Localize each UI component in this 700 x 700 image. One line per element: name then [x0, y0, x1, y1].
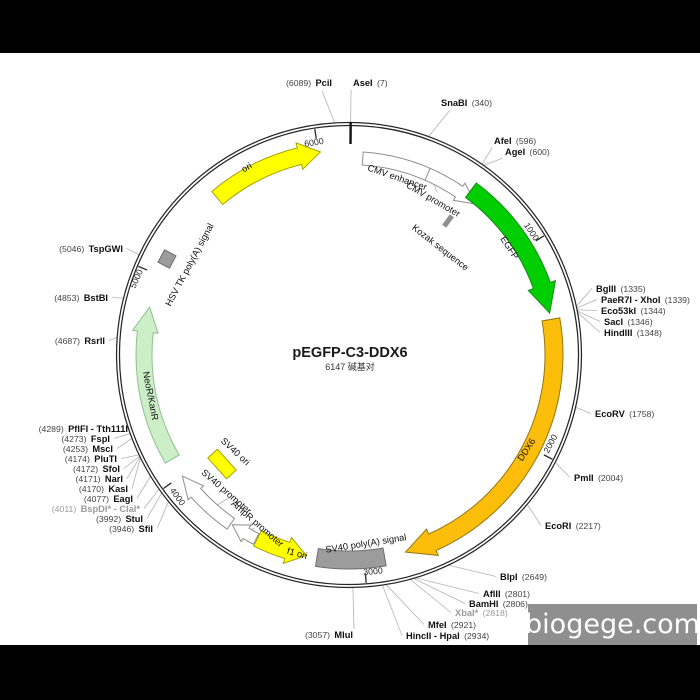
- leader-line-paer7i-xhoi: [575, 299, 598, 309]
- leader-line-nari: [126, 455, 142, 479]
- site-label-bamhi: BamHI (2806): [469, 599, 528, 609]
- site-label-paer7i-xhoi: PaeR7I - XhoI (1339): [601, 295, 690, 305]
- leader-line-hincii-hpai: [381, 583, 403, 636]
- scale-tick-5000: [138, 265, 148, 271]
- site-label-aflii: AflII (2801): [483, 589, 530, 599]
- feature-f1-ori: [253, 530, 308, 565]
- site-label-bglii: BglII (1335): [596, 284, 646, 294]
- feature-label-ori: ori: [240, 161, 254, 175]
- site-label-kasi: (4170) KasI: [79, 484, 128, 494]
- leader-line-eco53ki: [575, 309, 598, 311]
- leader-line-mfei: [384, 582, 425, 625]
- leader-line-eagi: [136, 474, 152, 499]
- leader-line-sfoi: [123, 454, 142, 469]
- leader-line-saci: [575, 309, 601, 322]
- site-label-ecorv: EcoRV (1758): [595, 409, 654, 419]
- feature-sv40-promoter: [181, 475, 236, 530]
- scale-label-5000: 5000: [128, 268, 145, 290]
- site-label-blpi: BlpI (2649): [500, 572, 547, 582]
- site-label-agei: AgeI (600): [505, 147, 550, 157]
- leader-line-bamhi: [411, 577, 466, 604]
- site-label-asei: AseI (7): [353, 78, 388, 88]
- leader-line-pluti: [120, 454, 141, 459]
- site-label-rsrii: (4687) RsrII: [55, 336, 105, 346]
- leader-line-tspgwi: [126, 248, 141, 256]
- site-label-hindiii: HindIII (1348): [604, 328, 662, 338]
- leader-line-ecori: [526, 502, 542, 526]
- plasmid-size-label: 6147 碱基对: [325, 361, 375, 372]
- leader-line-sfii: [156, 499, 170, 529]
- site-label-xbai: XbaI* (2818): [455, 608, 508, 618]
- scale-tick-1000: [535, 235, 545, 242]
- leader-line-afei: [480, 147, 493, 166]
- leader-line-xbai: [408, 577, 452, 613]
- leader-line-kasi: [131, 455, 142, 489]
- leader-line-pmli: [553, 460, 571, 478]
- feature-ampr-promoter: [231, 524, 260, 545]
- scale-tick-2000: [543, 454, 553, 460]
- scale-tick-4000: [163, 482, 172, 489]
- leader-line-pcii: [321, 90, 336, 125]
- site-label-afei: AfeI (596): [494, 136, 536, 146]
- site-label-fspi: (4273) FspI: [61, 434, 110, 444]
- watermark: biogege.com: [525, 604, 700, 645]
- feature-ori: [211, 142, 322, 206]
- site-label-nari: (4171) NarI: [75, 474, 123, 484]
- scale-tick-6000: [314, 128, 317, 139]
- leader-line-hindiii: [575, 310, 601, 333]
- leader-line-aflii: [412, 576, 480, 594]
- leader-line-ecorv: [573, 406, 592, 414]
- leader-line-fspi: [113, 432, 132, 439]
- site-label-pluti: (4174) PluTI: [65, 454, 117, 464]
- leader-line-blpi: [446, 564, 497, 577]
- leader-line-agei: [481, 157, 504, 167]
- feature-neor-kanr: [131, 306, 180, 464]
- site-label-pflfi-tth111i: (4289) PflFI - Tth111I: [39, 424, 128, 434]
- feature-sv40-ori: [207, 448, 237, 480]
- site-label-eco53ki: Eco53kI (1344): [601, 306, 666, 316]
- site-label-sfoi: (4172) SfoI: [73, 464, 120, 474]
- feature-sv40-polya: [314, 547, 387, 570]
- site-label-msci: (4253) MscI: [63, 444, 113, 454]
- letterbox-top: [0, 0, 700, 53]
- feature-hsv-tk-polya: [157, 249, 177, 269]
- site-label-eagi: (4077) EagI: [84, 494, 133, 504]
- site-label-mfei: MfeI (2921): [428, 620, 476, 630]
- feature-egfp: [464, 182, 557, 315]
- site-label-bspdi-clai: (4011) BspDI* - ClaI*: [52, 504, 141, 514]
- letterbox-bottom: [0, 645, 700, 700]
- feature-label-kozak-sequence: Kozak sequence: [410, 222, 470, 272]
- feature-cmv-divider: [424, 168, 431, 181]
- plasmid-title: pEGFP-C3-DDX6: [292, 345, 407, 361]
- leader-line-msci: [116, 437, 134, 449]
- leader-line-bstbi: [111, 297, 126, 299]
- scale-tick-3000: [364, 573, 367, 583]
- site-label-hincii-hpai: HincII - HpaI (2934): [406, 631, 489, 641]
- scale-label-6000: 6000: [303, 136, 324, 149]
- site-label-mlui: (3057) MluI: [305, 630, 353, 640]
- leader-line-mlui: [352, 585, 355, 630]
- site-label-tspgwi: (5046) TspGWI: [59, 244, 123, 254]
- site-label-sfii: (3946) SfiI: [109, 524, 153, 534]
- site-label-stui: (3992) StuI: [96, 514, 143, 524]
- site-label-pcii: (6089) PciI: [286, 78, 332, 88]
- site-label-pmli: PmlI (2004): [574, 473, 623, 483]
- feature-ddx6: [404, 317, 564, 557]
- leader-line-stui: [146, 491, 163, 519]
- site-label-snabi: SnaBI (340): [441, 98, 492, 108]
- leader-line-bspdi-clai: [143, 487, 161, 509]
- feature-kozak-sequence: [442, 214, 454, 228]
- feature-cmv-enh-prom: [361, 151, 477, 205]
- site-label-bstbi: (4853) BstBI: [54, 293, 108, 303]
- site-label-ecori: EcoRI (2217): [545, 521, 601, 531]
- leader-line-snabi: [427, 109, 451, 139]
- scale-label-3000: 3000: [363, 565, 383, 577]
- site-label-saci: SacI (1346): [604, 317, 653, 327]
- leader-line-bglii: [574, 288, 593, 308]
- plasmid-backbone-gap: [117, 123, 581, 587]
